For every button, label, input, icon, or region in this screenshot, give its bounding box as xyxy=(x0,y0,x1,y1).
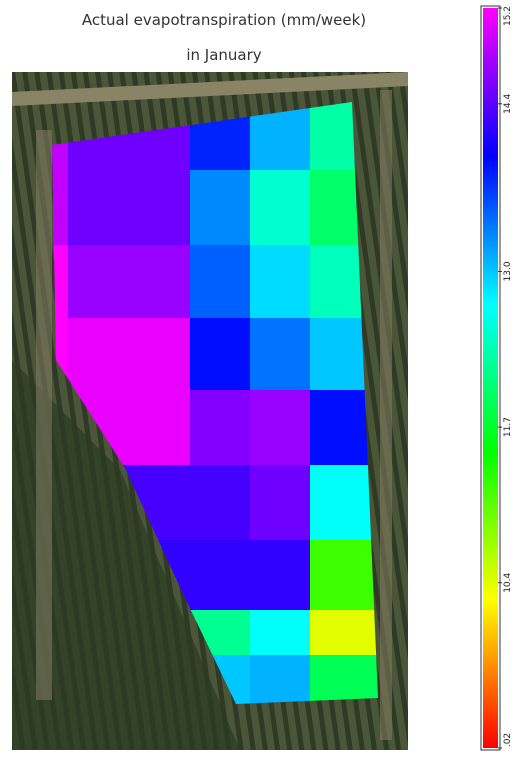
cell xyxy=(250,245,311,319)
cell xyxy=(128,390,191,466)
title-line: Actual evapotranspiration (mm/week) xyxy=(82,11,366,29)
cell xyxy=(310,655,381,706)
cell xyxy=(250,655,311,706)
map-view: Actual evapotranspiration (mm/week) in J… xyxy=(0,0,527,757)
cell xyxy=(250,318,311,391)
cell xyxy=(128,170,191,246)
cell xyxy=(250,170,311,246)
cell xyxy=(250,390,311,466)
cell xyxy=(190,465,251,541)
cell xyxy=(250,465,311,541)
colorbar-tick-label: 15.2 xyxy=(503,6,513,26)
colorbar-tick-label: .02 xyxy=(503,733,513,747)
cell xyxy=(68,318,129,391)
colorbar-tick-label: 14.4 xyxy=(503,94,513,114)
cell xyxy=(52,170,69,246)
colorbar xyxy=(483,8,498,748)
cell xyxy=(128,318,191,391)
colorbar-tick-label: 13.0 xyxy=(503,261,513,281)
cell xyxy=(250,610,311,656)
cell xyxy=(68,170,129,246)
cell xyxy=(310,610,381,656)
cell xyxy=(190,170,251,246)
cell xyxy=(68,245,129,319)
cell xyxy=(310,540,381,611)
cell xyxy=(250,540,311,611)
cell xyxy=(190,318,251,391)
title-line: in January xyxy=(186,46,261,64)
cell xyxy=(190,390,251,466)
cell xyxy=(190,245,251,319)
colorbar-tick-label: 11.7 xyxy=(503,417,513,437)
cell xyxy=(190,540,251,611)
cell xyxy=(128,245,191,319)
colorbar-tick-label: 10.4 xyxy=(503,572,513,592)
